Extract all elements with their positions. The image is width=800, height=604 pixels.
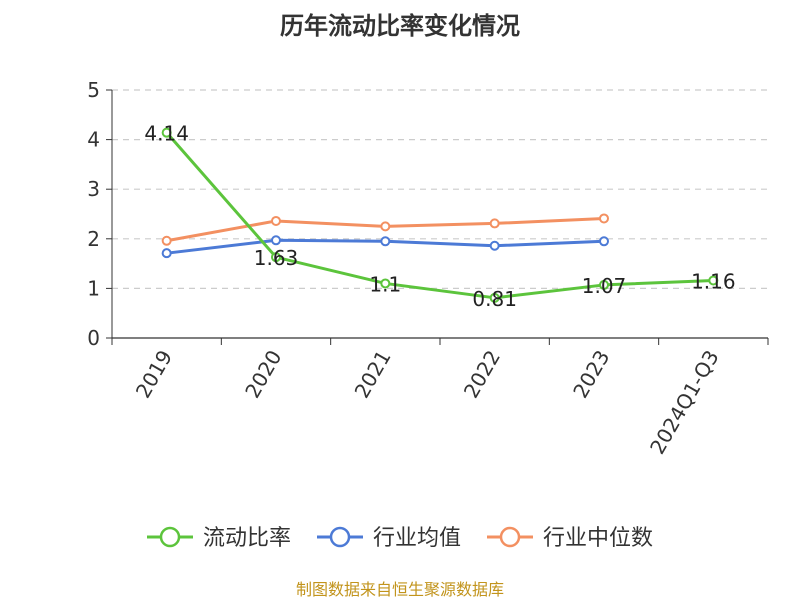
data-label: 0.81: [472, 287, 517, 311]
y-tick-label: 2: [87, 227, 100, 251]
legend-marker-icon: [499, 526, 521, 548]
source-note: 制图数据来自恒生聚源数据库: [296, 580, 504, 599]
data-point[interactable]: [599, 279, 609, 290]
data-point[interactable]: [708, 275, 719, 286]
data-point[interactable]: [489, 292, 500, 303]
data-point[interactable]: [161, 248, 172, 259]
series-lines: [161, 127, 719, 303]
y-tick-label: 5: [87, 78, 100, 102]
data-point[interactable]: [271, 252, 281, 263]
legend-marker-icon: [159, 526, 181, 548]
x-tick-label: 2021: [349, 346, 395, 402]
data-label: 4.14: [144, 122, 189, 146]
data-point[interactable]: [489, 218, 500, 229]
x-tick-label: 2022: [459, 346, 505, 402]
data-point[interactable]: [380, 236, 391, 247]
legend: 流动比率 行业均值 行业中位数: [147, 526, 653, 551]
data-point[interactable]: [161, 127, 172, 138]
data-point[interactable]: [380, 221, 391, 232]
data-point[interactable]: [271, 215, 281, 226]
y-tick-label: 1: [87, 276, 100, 300]
legend-label: 流动比率: [203, 526, 291, 551]
y-tick-label: 3: [87, 177, 100, 201]
data-point[interactable]: [489, 240, 500, 251]
chart-title: 历年流动比率变化情况: [280, 12, 520, 40]
y-tick-label: 0: [87, 326, 100, 350]
x-tick-label: 2019: [131, 346, 177, 402]
data-point[interactable]: [599, 236, 609, 247]
data-label: 1.16: [691, 269, 736, 293]
data-label: 1.07: [582, 274, 627, 298]
y-tick-label: 4: [87, 128, 100, 152]
data-point[interactable]: [380, 278, 391, 289]
data-point[interactable]: [271, 235, 281, 246]
data-label: 1.63: [254, 246, 299, 270]
x-tick-label: 2023: [568, 346, 614, 402]
axes: 0 1 2 3 4 5 2019 2020 2021 2022 2023 2024Q1-Q3: [87, 78, 769, 458]
legend-label: 行业均值: [373, 526, 461, 551]
data-labels: 4.14 1.63 1.1 0.81 1.07 1.16: [144, 122, 735, 311]
legend-item[interactable]: 行业中位数: [487, 526, 653, 551]
data-point[interactable]: [161, 235, 172, 246]
legend-item[interactable]: 流动比率: [147, 526, 291, 551]
grid-lines: [112, 89, 768, 289]
legend-label: 行业中位数: [543, 526, 653, 551]
data-label: 1.1: [369, 272, 401, 296]
legend-marker-icon: [329, 526, 351, 548]
series-line: [165, 131, 714, 300]
x-tick-label: 2020: [240, 346, 286, 402]
x-tick-label: 2024Q1-Q3: [645, 346, 724, 458]
data-point[interactable]: [599, 213, 609, 224]
legend-item[interactable]: 行业均值: [317, 526, 461, 551]
